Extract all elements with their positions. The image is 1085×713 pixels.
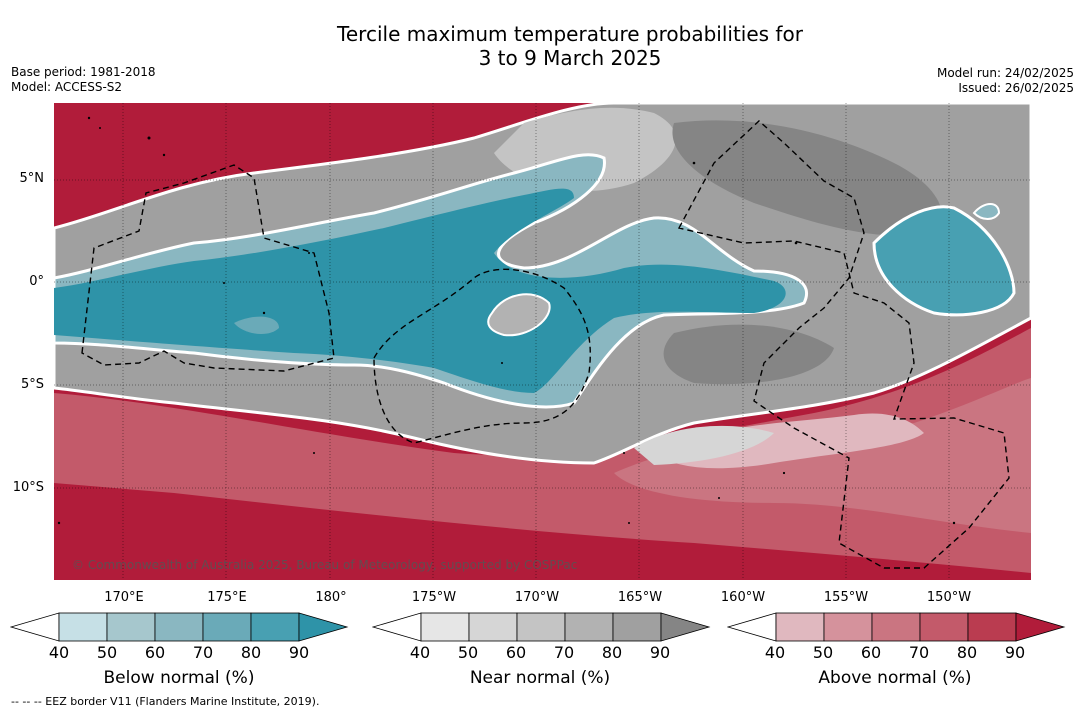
- near-normal-light-south: [634, 425, 774, 465]
- below-colorbar-swatch: [154, 612, 204, 642]
- title-line-1: Tercile maximum temperature probabilitie…: [337, 22, 803, 46]
- lon-label-165w: 165°W: [617, 590, 663, 605]
- lon-label-150w: 150°W: [926, 590, 972, 605]
- near-colorbar-right-triangle: [660, 612, 711, 642]
- above-normal-swatches: [727, 612, 1066, 642]
- below-tick-70: 70: [192, 643, 214, 662]
- title-line-2: 3 to 9 March 2025: [478, 46, 662, 70]
- lon-label-180: 180°: [315, 590, 347, 605]
- near-tick-50: 50: [457, 643, 479, 662]
- below-normal-main-core: [54, 188, 786, 393]
- model-run: Model run: 24/02/2025: [936, 66, 1074, 80]
- below-colorbar-right-triangle: [298, 612, 349, 642]
- near-colorbar-swatch: [468, 612, 518, 642]
- above-tick-60: 60: [860, 643, 882, 662]
- lat-label-5n: 5°N: [19, 171, 45, 186]
- near-tick-80: 80: [601, 643, 623, 662]
- eez-border-legend: -- -- -- EEZ border V11 (Flanders Marine…: [11, 695, 320, 708]
- above-tick-50: 50: [812, 643, 834, 662]
- lon-label-170w: 170°W: [514, 590, 560, 605]
- near-normal-inner-patch: [487, 293, 551, 337]
- near-tick-60: 60: [505, 643, 527, 662]
- lon-label-160w: 160°W: [720, 590, 766, 605]
- below-normal-label: Below normal (%): [103, 668, 255, 688]
- graticule: [54, 103, 1031, 580]
- near-colorbar-swatch: [564, 612, 614, 642]
- below-normal-small-patch: [234, 316, 279, 335]
- below-normal-northeast-dot: [972, 203, 1001, 220]
- above-colorbar-right-triangle: [1015, 612, 1066, 642]
- near-colorbar-swatch: [420, 612, 470, 642]
- meta-left: Base period: 1981-2018 Model: ACCESS-S2: [11, 65, 156, 95]
- above-tick-90: 90: [1004, 643, 1026, 662]
- near-colorbar-swatch: [516, 612, 566, 642]
- below-colorbar-left-triangle: [10, 612, 60, 642]
- lat-label-5s: 5°S: [20, 377, 44, 392]
- above-tick-80: 80: [956, 643, 978, 662]
- near-tick-90: 90: [649, 643, 671, 662]
- map-svg: [54, 103, 1031, 580]
- below-normal-swatches: [10, 612, 349, 642]
- map-title: Tercile maximum temperature probabilitie…: [0, 22, 1085, 70]
- near-normal-dark-patch-1: [672, 120, 942, 236]
- islands: [57, 116, 956, 525]
- lat-label-10s: 10°S: [12, 480, 44, 495]
- above-normal-label: Above normal (%): [818, 668, 972, 688]
- above-tick-40: 40: [764, 643, 786, 662]
- lat-label-0: 0°: [29, 274, 44, 289]
- near-colorbar-swatch: [612, 612, 662, 642]
- model-name: Model: ACCESS-S2: [11, 80, 123, 94]
- below-tick-90: 90: [288, 643, 310, 662]
- below-colorbar-swatch: [250, 612, 300, 642]
- above-normal-colorbar: [727, 612, 1066, 642]
- above-colorbar-swatch: [823, 612, 873, 642]
- above-tick-70: 70: [908, 643, 930, 662]
- above-colorbar-left-triangle: [727, 612, 777, 642]
- lon-label-170e: 170°E: [104, 590, 144, 605]
- copyright-notice: © Commonwealth of Australia 2025, Bureau…: [72, 558, 578, 572]
- near-normal-colorbar: [372, 612, 711, 642]
- above-colorbar-swatch: [967, 612, 1017, 642]
- above-colorbar-swatch: [775, 612, 825, 642]
- base-period: Base period: 1981-2018: [11, 65, 156, 79]
- near-colorbar-left-triangle: [372, 612, 422, 642]
- below-colorbar-swatch: [106, 612, 156, 642]
- above-normal-southern-60: [54, 328, 1031, 573]
- below-normal-colorbar: [10, 612, 349, 642]
- below-tick-40: 40: [48, 643, 70, 662]
- below-colorbar-swatch: [58, 612, 108, 642]
- below-colorbar-swatch: [202, 612, 252, 642]
- near-normal-dark-patch-2: [663, 324, 834, 385]
- near-tick-40: 40: [409, 643, 431, 662]
- above-colorbar-swatch: [871, 612, 921, 642]
- above-colorbar-swatch: [919, 612, 969, 642]
- below-normal-east-patch: [872, 205, 1016, 317]
- below-tick-60: 60: [144, 643, 166, 662]
- below-tick-50: 50: [96, 643, 118, 662]
- meta-right: Model run: 24/02/2025 Issued: 26/02/2025: [937, 66, 1074, 96]
- lon-label-175w: 175°W: [411, 590, 457, 605]
- near-normal-swatches: [372, 612, 711, 642]
- near-normal-label: Near normal (%): [469, 668, 611, 688]
- probability-map: © Commonwealth of Australia 2025, Bureau…: [54, 103, 1031, 580]
- below-tick-80: 80: [240, 643, 262, 662]
- lon-label-155w: 155°W: [823, 590, 869, 605]
- near-tick-70: 70: [553, 643, 575, 662]
- issued-date: Issued: 26/02/2025: [958, 81, 1074, 95]
- eez-borders: [81, 120, 1010, 569]
- lon-label-175e: 175°E: [207, 590, 247, 605]
